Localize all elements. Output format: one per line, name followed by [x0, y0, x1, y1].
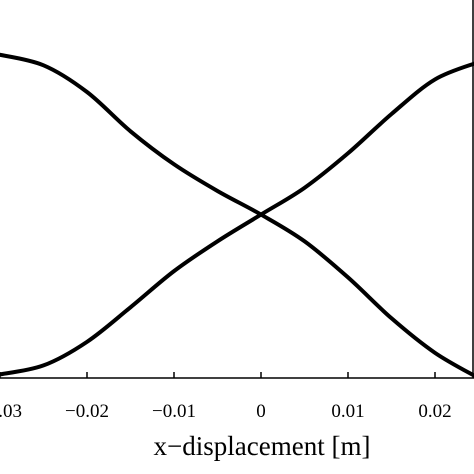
series-layer: [0, 52, 474, 378]
series-line-2: [0, 61, 474, 377]
x-ticks: [0, 372, 436, 378]
x-tick-label: −0.02: [65, 401, 109, 422]
x-tick-label: −0.01: [152, 401, 196, 422]
x-axis-title: x−displacement [m]: [154, 431, 371, 461]
x-tick-label: 0.02: [418, 401, 451, 422]
x-tick-label: 0: [256, 401, 266, 422]
x-tick-labels: −0.03 −0.02 −0.01 0 0.01 0.02: [0, 401, 452, 422]
plot-area: [0, 0, 474, 379]
x-tick-label: −0.03: [0, 401, 22, 422]
series-line-1: [0, 52, 474, 378]
x-tick-label: 0.01: [331, 401, 364, 422]
